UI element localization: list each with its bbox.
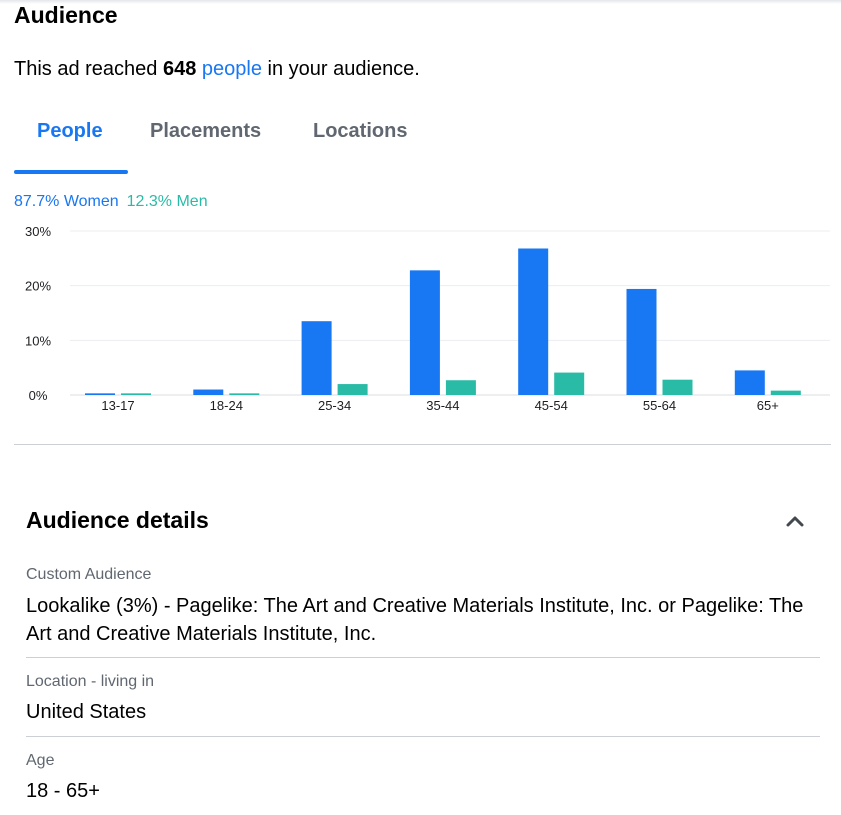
location-label: Location - living in: [26, 673, 155, 690]
y-tick-label: 30%: [25, 224, 51, 239]
y-tick-label: 10%: [25, 333, 51, 348]
bar-men: [229, 393, 260, 395]
chevron-up-icon[interactable]: [782, 510, 808, 532]
active-tab-indicator: [14, 170, 128, 174]
bar-women: [193, 389, 224, 395]
custom-audience-label: Custom Audience: [26, 566, 152, 583]
bar-men: [337, 384, 368, 395]
tab-people[interactable]: People: [37, 120, 103, 142]
custom-audience-value: Lookalike (3%) - Pagelike: The Art and C…: [26, 595, 804, 645]
age-value: 18 - 65+: [26, 780, 100, 802]
bar-women: [85, 393, 115, 395]
section-divider: [14, 444, 831, 445]
age-label: Age: [26, 752, 55, 769]
y-tick-label: 0%: [29, 388, 48, 403]
bar-women: [626, 288, 657, 395]
bar-men: [554, 372, 585, 395]
reach-prefix: This ad reached: [14, 58, 163, 80]
bar-women: [734, 370, 765, 395]
age-gender-chart: 0% 10% 20% 30% 13-17 18-24 25-34 35-44 45-54 55-6…: [25, 224, 830, 413]
audience-title: Audience: [14, 2, 118, 28]
women-percentage: 87.7% Women: [14, 193, 119, 210]
men-percentage: 12.3% Men: [126, 193, 208, 210]
reach-suffix: in your audience.: [261, 58, 420, 80]
tab-locations[interactable]: Locations: [313, 120, 408, 142]
x-tick-label: 18-24: [210, 398, 243, 413]
x-tick-label: 55-64: [643, 398, 676, 413]
reach-count: 648: [162, 58, 197, 80]
bar-women: [518, 248, 549, 395]
top-shadow: [0, 0, 841, 4]
x-tick-label: 25-34: [318, 398, 351, 413]
x-tick-label: 13-17: [101, 398, 134, 413]
x-tick-label: 35-44: [426, 398, 459, 413]
y-tick-label: 20%: [25, 279, 51, 294]
location-value: United States: [26, 701, 147, 723]
people-link[interactable]: people: [201, 58, 262, 80]
bar-men: [121, 393, 151, 395]
field-divider: [26, 657, 820, 658]
x-tick-label: 65+: [757, 398, 779, 413]
bar-men: [445, 380, 476, 395]
bar-women: [301, 321, 332, 395]
reach-summary: This ad reached 648 people in your audie…: [14, 58, 420, 81]
tab-placements[interactable]: Placements: [150, 120, 262, 142]
bar-men: [770, 390, 801, 395]
field-divider: [26, 736, 820, 737]
bar-men: [662, 379, 693, 395]
bar-women: [409, 270, 440, 395]
audience-tabs: People Placements Locations: [14, 108, 434, 174]
x-tick-label: 45-54: [535, 398, 568, 413]
gender-split: 87.7% Women 12.3% Men: [14, 193, 208, 211]
audience-details-title: Audience details: [26, 507, 209, 533]
